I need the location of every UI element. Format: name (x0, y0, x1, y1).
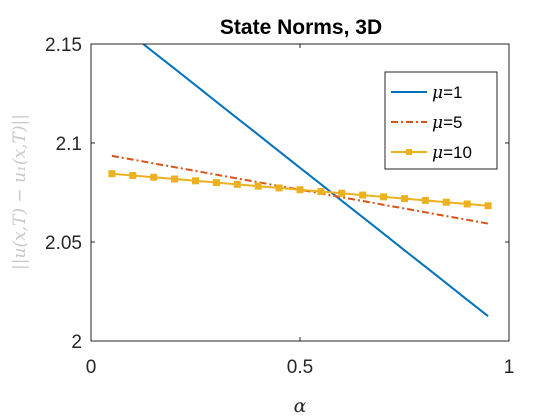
y-tick-label: 2 (71, 332, 82, 353)
y-tick-label: 2.1 (56, 134, 82, 155)
series-3-point (108, 170, 116, 178)
legend-label-1: μ=1 (432, 83, 462, 103)
series-3-point (233, 180, 241, 188)
series-3-point (380, 193, 388, 201)
y-axis-label: ||u(x,T) − u₁(x,T)|| (10, 114, 30, 270)
series-3-point (150, 173, 158, 181)
x-axis-label: α (294, 395, 307, 417)
series-3-point (463, 200, 471, 208)
legend-box (384, 71, 498, 170)
y-tick-label: 2.05 (45, 233, 82, 254)
series-3-point (212, 179, 220, 187)
series-3-point (359, 191, 367, 199)
legend-marker-3 (406, 149, 412, 155)
legend-label-2: μ=5 (432, 113, 462, 133)
x-tick-label: 1 (504, 357, 515, 378)
series-3-point (338, 189, 346, 197)
series-3-point (442, 198, 450, 206)
series-line-1 (141, 44, 489, 317)
legend-mu-3: μ (432, 143, 443, 163)
legend-label-3: μ=10 (432, 143, 472, 163)
series-3-point (484, 202, 492, 210)
series-3-point (129, 171, 137, 179)
series-3-point (171, 175, 179, 183)
series-3-point (192, 177, 199, 185)
legend-value-3: =10 (443, 143, 472, 162)
legend-mu-2: μ (432, 113, 443, 133)
series-3-point (317, 188, 325, 196)
chart-title: State Norms, 3D (220, 16, 382, 39)
series-3-point (275, 184, 283, 192)
series-3-point (254, 182, 262, 190)
x-tick-label: 0 (86, 357, 97, 378)
x-tick-label: 0.5 (287, 357, 313, 378)
legend-value-1: =1 (443, 83, 462, 102)
legend-mu-1: μ (432, 83, 443, 103)
legend-value-2: =5 (443, 113, 462, 132)
series-3-point (296, 186, 304, 194)
series-3-point (421, 196, 429, 204)
y-tick-label: 2.15 (45, 35, 82, 56)
series-3-point (401, 195, 408, 203)
legend: μ=1μ=5μ=10 (384, 71, 498, 170)
